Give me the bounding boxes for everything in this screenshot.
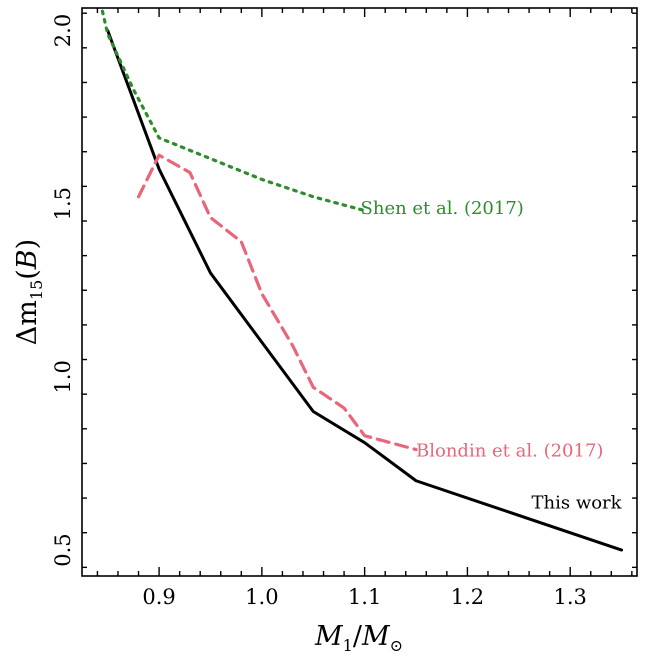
y-axis-title: Δm15(B) <box>12 239 46 345</box>
tick-labels-layer: 0.9 1.0 1.1 1.2 1.3 0.5 1.0 1.5 2.0 <box>51 14 587 609</box>
y-tick-label: 1.5 <box>51 187 75 220</box>
x-tick-label: 1.2 <box>451 585 484 609</box>
plot-area <box>82 8 637 576</box>
series-line-1 <box>136 153 418 452</box>
x-axis-title: M1/M⊙ <box>314 621 403 655</box>
series-line-2 <box>100 8 367 213</box>
series-annotation: This work <box>532 492 623 513</box>
series-annotation: Shen et al. (2017) <box>361 198 524 219</box>
y-tick-label: 1.0 <box>51 360 75 393</box>
series-annotation: Blondin et al. (2017) <box>416 440 603 461</box>
y-tick-label: 0.5 <box>51 533 75 566</box>
x-tick-label: 1.0 <box>245 585 278 609</box>
ticks-layer <box>82 8 637 576</box>
annotations-layer: Shen et al. (2017) Blondin et al. (2017) T… <box>361 198 623 513</box>
series-layer <box>100 8 624 552</box>
x-tick-label: 1.3 <box>553 585 586 609</box>
y-tick-label: 2.0 <box>51 14 75 47</box>
x-tick-label: 0.9 <box>142 585 175 609</box>
x-tick-label: 1.1 <box>348 585 381 609</box>
series-line-0 <box>106 29 624 552</box>
plot-frame <box>81 7 638 577</box>
